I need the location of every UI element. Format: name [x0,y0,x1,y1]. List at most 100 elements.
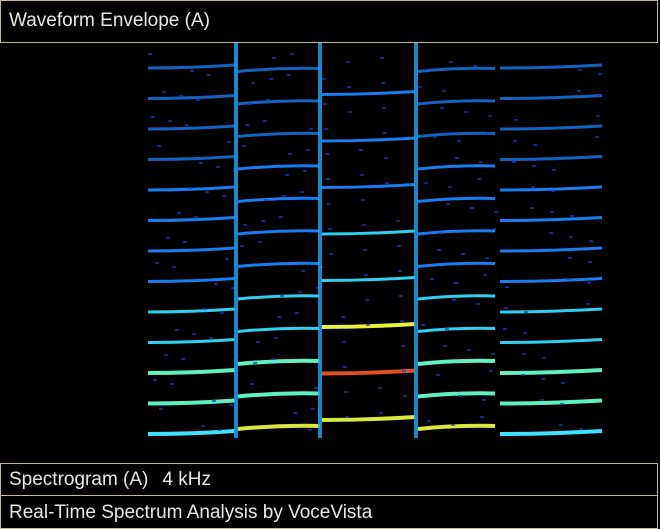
noise [344,391,348,393]
noise [494,211,498,213]
noise [323,103,327,105]
noise [271,358,275,360]
noise [430,278,434,280]
noise [243,224,247,226]
noise [531,186,535,188]
noise [402,370,406,372]
noise [207,74,211,76]
noise [458,395,462,397]
noise [245,124,249,126]
noise [589,240,593,242]
harmonic-trace [148,65,235,68]
noise [279,216,283,218]
harmonic-trace [500,218,602,221]
noise [560,403,564,405]
noise [266,99,270,101]
noise [437,249,441,251]
harmonic-trace [238,361,320,364]
noise [306,149,310,151]
noise [181,358,185,360]
noise [540,399,544,401]
noise [303,170,307,172]
noise [203,308,207,310]
noise [277,316,281,318]
noise [427,420,431,422]
noise [290,53,294,55]
noise [263,120,267,122]
noise [479,161,483,163]
noise [578,69,582,71]
noise [324,128,328,130]
noise [298,291,302,293]
noise [220,312,224,314]
harmonic-trace [148,340,235,343]
noise [364,274,368,276]
noise [464,111,468,113]
harmonic-trace [500,65,602,68]
transition [414,43,418,438]
harmonic-trace [238,166,320,169]
noise [166,237,170,239]
noise [445,328,449,330]
noise [342,341,346,343]
noise [473,65,477,67]
noise [325,153,329,155]
harmonic-trace [500,340,602,343]
noise [398,270,402,272]
noise [199,162,203,164]
noise [586,303,590,305]
noise [322,78,326,80]
harmonic-trace [418,328,495,331]
noise [561,382,565,384]
noise [164,354,168,356]
harmonic-trace [500,126,602,129]
noise [159,408,163,410]
noise [218,429,222,431]
harmonic-trace [148,126,235,129]
footer-text: Real-Time Spectrum Analysis by VoceVista [9,502,372,523]
noise [587,282,591,284]
noise [577,90,581,92]
noise [559,424,563,426]
noise [192,333,196,335]
noise [194,216,198,218]
noise [521,374,525,376]
harmonic-trace [418,263,495,266]
noise [201,425,205,427]
noise [229,404,233,406]
noise [440,107,444,109]
noise [504,307,508,309]
noise [293,412,297,414]
noise [505,286,509,288]
harmonic-trace [322,371,415,374]
noise [179,95,183,97]
noise [524,311,528,313]
noise [301,270,305,272]
noise [558,65,562,67]
noise [570,215,574,217]
transition [234,43,238,438]
noise [209,337,213,339]
noise [264,199,268,201]
noise [326,178,330,180]
noise [513,140,517,142]
harmonic-trace [148,279,235,282]
noise [157,145,161,147]
noise [365,299,369,301]
noise [492,228,496,230]
noise [532,165,536,167]
harmonic-trace [418,361,495,364]
noise [421,324,425,326]
noise [348,111,352,113]
noise [188,187,192,189]
noise [170,383,174,385]
noise [477,178,481,180]
noise [454,282,458,284]
noise [345,416,349,418]
noise [282,195,286,197]
panel-title: Waveform Envelope (A) [9,10,210,31]
noise [172,266,176,268]
noise [597,94,601,96]
footer: Real-Time Spectrum Analysis by VoceVista [0,495,658,529]
noise [457,140,461,142]
